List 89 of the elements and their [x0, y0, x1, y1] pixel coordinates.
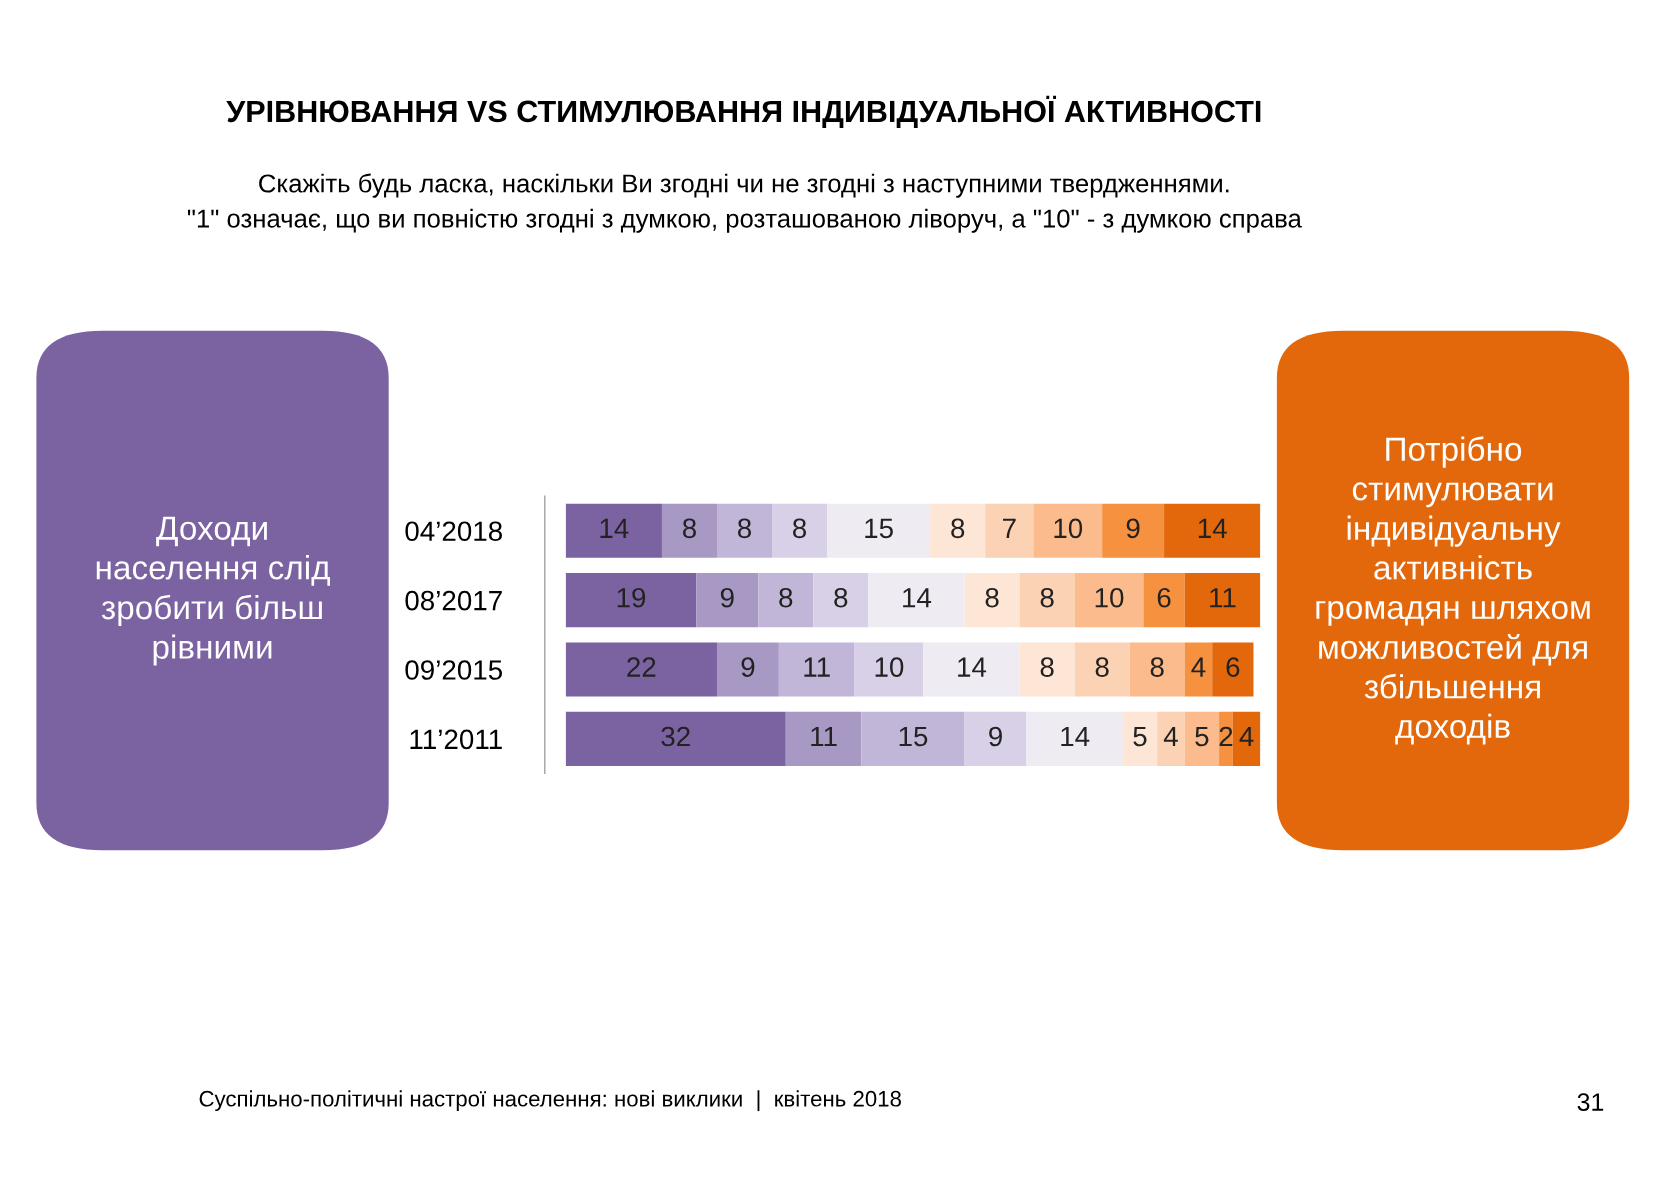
data-label: 8 — [793, 518, 807, 539]
text: Суспільно-політичні настрої населення: нові виклики | квітень 2018 — [199, 1090, 901, 1112]
bar — [1102, 503, 1165, 558]
data-label: 5 — [1133, 726, 1147, 747]
bar — [1074, 573, 1144, 628]
y-tick-label: 04’2018 — [405, 521, 502, 542]
data-label: 8 — [1095, 657, 1109, 677]
bar — [1129, 642, 1185, 697]
data-label: 8 — [737, 518, 752, 539]
bar — [716, 503, 773, 558]
bar — [1157, 711, 1185, 766]
data-label: 8 — [834, 587, 848, 608]
text: Доходи населення слід зробити більш рівними — [96, 516, 331, 666]
data-label: 22 — [627, 657, 656, 677]
bar — [930, 503, 986, 558]
bar — [861, 711, 965, 766]
bar — [565, 573, 697, 628]
data-label: 15 — [865, 518, 893, 539]
bar — [813, 573, 869, 628]
data-label: 8 — [985, 587, 999, 608]
bar — [661, 503, 717, 558]
y-tick-label: 08’2017 — [405, 590, 502, 611]
data-label: 14 — [600, 518, 629, 538]
bar — [1232, 711, 1261, 766]
chart-title: УРІВНЮВАННЯ VS СТИМУЛЮВАННЯ ІНДИВІДУАЛЬНОЇ АКТИВНОСТІ — [226, 95, 1261, 129]
data-label: 9 — [1126, 518, 1140, 539]
data-label: 6 — [1226, 657, 1240, 677]
bar — [1143, 573, 1185, 628]
y-tick-label: 11’2011 — [410, 729, 502, 750]
bar — [1033, 503, 1103, 558]
bar — [827, 503, 931, 558]
bar — [1122, 711, 1158, 766]
data-label: 10 — [1054, 518, 1083, 539]
data-label: 19 — [617, 587, 646, 608]
data-label: 6 — [1157, 587, 1171, 608]
bar — [565, 503, 662, 558]
data-label: 8 — [1150, 657, 1164, 677]
bar — [565, 711, 786, 766]
bar — [868, 573, 965, 628]
data-label: 11 — [1210, 588, 1236, 608]
data-label: 14 — [958, 657, 987, 677]
bar — [1164, 503, 1261, 558]
data-label: 14 — [1198, 518, 1227, 538]
data-label: 9 — [720, 587, 734, 608]
text: 31 — [1577, 1093, 1604, 1111]
data-label: 8 — [1040, 587, 1054, 608]
bar — [1019, 573, 1075, 628]
data-label: 8 — [951, 518, 965, 539]
bar — [964, 573, 1020, 628]
bar — [758, 573, 814, 628]
data-label: 14 — [903, 588, 932, 608]
data-label: 10 — [1095, 587, 1124, 608]
bar — [1184, 573, 1261, 628]
bar — [985, 503, 1034, 558]
data-label: 11 — [811, 726, 837, 747]
data-label: 8 — [1040, 657, 1054, 677]
bar — [1212, 642, 1254, 697]
bar — [772, 503, 828, 558]
bar — [964, 711, 1027, 766]
data-label: 4 — [1191, 657, 1206, 677]
data-label: 4 — [1163, 726, 1178, 747]
bar — [1019, 642, 1075, 697]
y-tick-label: 09’2015 — [405, 660, 503, 680]
data-label: 2 — [1219, 726, 1233, 747]
bar — [785, 711, 862, 766]
data-label: 32 — [661, 726, 690, 747]
data-label: 14 — [1061, 726, 1090, 747]
data-label: 11 — [804, 657, 830, 677]
data-label: 9 — [989, 726, 1002, 747]
bar — [778, 642, 855, 697]
bar — [1026, 711, 1123, 766]
bar — [716, 642, 779, 697]
data-label: 8 — [779, 587, 793, 608]
bar — [923, 642, 1020, 697]
data-label: 9 — [741, 657, 755, 677]
data-label: 15 — [899, 726, 928, 747]
bar — [854, 642, 924, 697]
data-label: 8 — [682, 518, 696, 539]
bar — [696, 573, 759, 628]
text: Потрібно стимулювати індивідуальну активність громадян шляхом можливостей для збільшення доходів — [1316, 436, 1590, 745]
bar — [1184, 711, 1220, 766]
data-label: 5 — [1195, 726, 1209, 747]
bar — [1074, 642, 1130, 697]
data-label: 7 — [1003, 518, 1016, 538]
data-label: 4 — [1239, 726, 1254, 747]
data-label: 10 — [875, 657, 904, 677]
chart-subtitle: Скажіть будь ласка, наскільки Ви згодні чи не згодні з наступними твердженнями. "1" означає, що ви повністю згодні з думкою, розташованою ліворуч, а "10" - з думкою справа — [187, 173, 1302, 233]
bar — [1184, 642, 1213, 697]
bar — [565, 642, 717, 697]
